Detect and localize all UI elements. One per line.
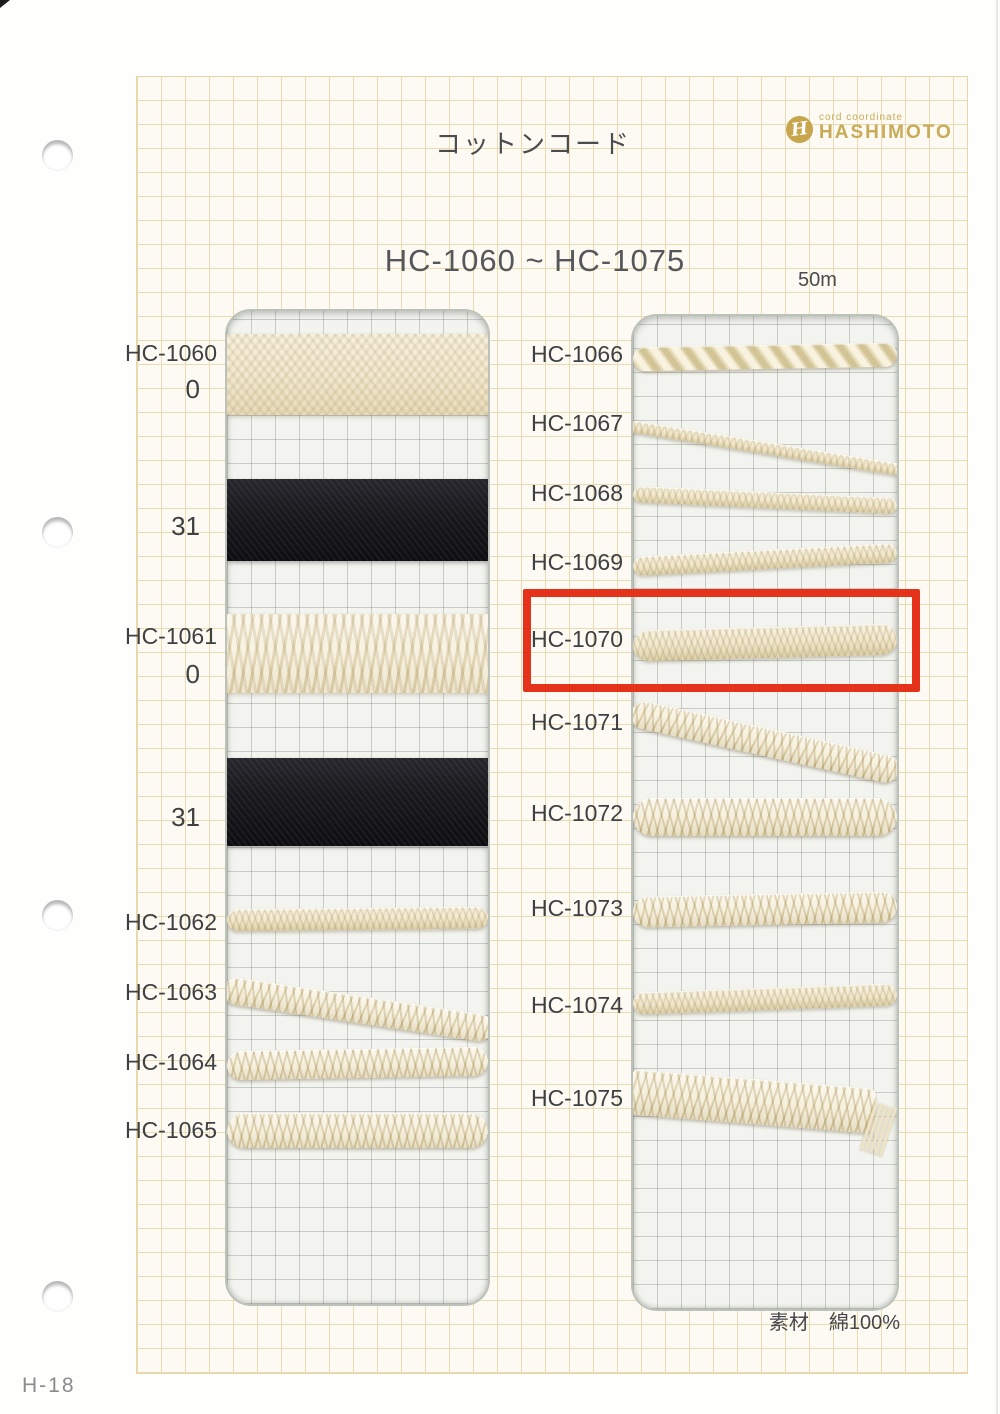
ribbon-sample-hc-1060-color-0 (227, 334, 488, 415)
cord-sample-hc-1072 (633, 798, 897, 836)
range-heading: HC-1060 ~ HC-1075 (384, 243, 686, 278)
cord-sample-hc-1068 (633, 486, 897, 514)
logo-text: cord coordinate HASHIMOTO (819, 112, 953, 143)
logo-tagline: cord coordinate (819, 112, 903, 123)
code-label-hc-1075: HC-1075 (530, 1085, 623, 1111)
cord-sample-hc-1067 (633, 420, 897, 476)
punch-hole (42, 900, 73, 931)
cord-sample-hc-1066 (633, 342, 897, 372)
color-number-label: 31 (171, 802, 200, 832)
code-label-hc-1061: HC-1061 (124, 623, 217, 649)
code-label-hc-1063: HC-1063 (124, 979, 217, 1005)
punch-hole (42, 517, 73, 548)
material-label: 素材 綿100% (768, 1312, 900, 1334)
cord-sample-hc-1063 (227, 976, 488, 1043)
ribbon-sample-hc-1061-color-31 (227, 758, 488, 846)
cord-sample-hc-1074 (633, 983, 897, 1015)
cord-sample-hc-1071 (633, 698, 897, 786)
cord-sample-hc-1069 (633, 543, 897, 576)
code-label-hc-1066: HC-1066 (530, 341, 623, 367)
code-label-hc-1073: HC-1073 (530, 895, 623, 921)
code-label-hc-1067: HC-1067 (530, 410, 623, 436)
code-label-hc-1065: HC-1065 (124, 1117, 217, 1143)
code-label-hc-1068: HC-1068 (530, 480, 623, 506)
punch-hole (42, 1281, 73, 1312)
code-label-hc-1064: HC-1064 (124, 1049, 217, 1075)
ribbon-sample-hc-1061-color-0 (227, 614, 488, 693)
code-label-hc-1072: HC-1072 (530, 800, 623, 826)
scan-artifact (0, 0, 10, 8)
code-label-hc-1071: HC-1071 (530, 709, 623, 735)
punch-hole (42, 140, 73, 171)
code-label-hc-1062: HC-1062 (124, 909, 217, 935)
cord-sample-hc-1075 (633, 1069, 877, 1134)
color-number-label: 31 (171, 511, 200, 541)
highlight-box-hc-1070 (523, 589, 920, 692)
hashimoto-logo: H cord coordinate HASHIMOTO (784, 112, 953, 145)
logo-monogram-letter: H (789, 117, 810, 142)
page-title: コットンコード (434, 129, 631, 159)
cord-sample-hc-1065 (227, 1113, 488, 1148)
code-label-hc-1070: HC-1070 (530, 626, 623, 652)
cord-sample-hc-1073 (633, 891, 897, 928)
color-number-label: 0 (185, 374, 200, 404)
code-label-hc-1060: HC-1060 (124, 340, 217, 366)
code-label-hc-1074: HC-1074 (530, 992, 623, 1018)
color-number-label: 0 (185, 659, 200, 689)
logo-monogram-icon: H (784, 114, 815, 145)
sample-panel-right (631, 314, 899, 1311)
sample-panel-left (225, 309, 490, 1306)
scan-edge (996, 0, 998, 1414)
page-code: H-18 (22, 1374, 76, 1397)
cord-sample-hc-1062 (227, 906, 488, 932)
cord-sample-hc-1064 (227, 1046, 488, 1081)
logo-name: HASHIMOTO (819, 122, 953, 143)
length-label: 50m (798, 269, 837, 291)
code-label-hc-1069: HC-1069 (530, 549, 623, 575)
ribbon-sample-hc-1060-color-31 (227, 479, 488, 561)
